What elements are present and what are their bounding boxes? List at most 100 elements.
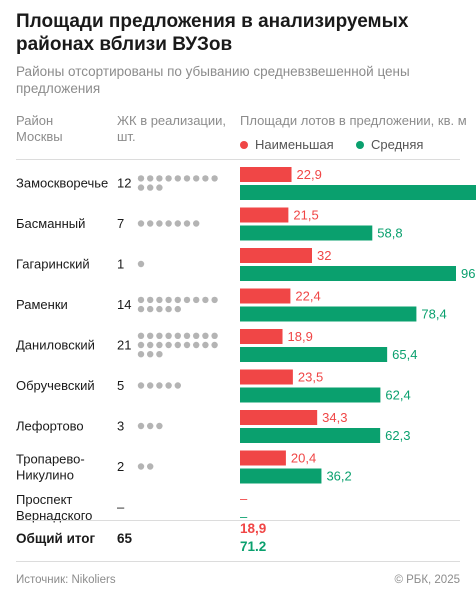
count-label: 3 bbox=[117, 419, 124, 434]
value-label-avg: 96 bbox=[461, 266, 475, 281]
project-dot bbox=[137, 382, 145, 389]
project-dot bbox=[147, 422, 154, 430]
count-label: 1 bbox=[117, 257, 124, 272]
project-dot bbox=[174, 332, 181, 339]
value-label-avg: 36,2 bbox=[326, 469, 351, 484]
value-label-avg: 62,3 bbox=[385, 428, 410, 443]
project-dot bbox=[183, 220, 191, 227]
project-dot bbox=[147, 463, 154, 470]
project-dot bbox=[156, 351, 163, 358]
project-dot bbox=[165, 332, 172, 339]
total-label: Общий итог bbox=[16, 531, 96, 546]
project-dot bbox=[211, 341, 218, 349]
project-dot bbox=[174, 175, 181, 182]
project-dot bbox=[156, 341, 163, 349]
project-dot bbox=[137, 184, 145, 191]
bar-min bbox=[240, 329, 283, 344]
project-dot bbox=[165, 341, 172, 349]
project-dot bbox=[183, 175, 191, 182]
value-label-avg: 78,4 bbox=[421, 307, 446, 322]
legend-item-avg: Средняя bbox=[356, 137, 423, 152]
district-label: Вернадского bbox=[16, 508, 92, 523]
project-dot bbox=[174, 382, 181, 389]
project-dot bbox=[137, 296, 145, 304]
project-dot bbox=[156, 305, 163, 313]
project-dot bbox=[137, 260, 145, 268]
footer-divider bbox=[16, 561, 460, 562]
project-dot bbox=[156, 382, 163, 389]
project-dot bbox=[165, 175, 172, 182]
value-label-min: 32 bbox=[317, 248, 331, 263]
count-label: 14 bbox=[117, 297, 131, 312]
value-label-avg: 65,4 bbox=[392, 347, 417, 362]
value-label-min: 34,3 bbox=[322, 410, 347, 425]
total-divider bbox=[16, 520, 460, 521]
project-dot bbox=[165, 305, 172, 313]
bar-min bbox=[240, 248, 312, 263]
project-dot bbox=[147, 175, 154, 182]
project-dot bbox=[165, 220, 172, 227]
value-label-avg: 62,4 bbox=[385, 388, 410, 403]
total-avg: 71.2 bbox=[240, 539, 266, 554]
bar-avg bbox=[240, 185, 476, 200]
project-dot bbox=[202, 296, 209, 304]
project-dot bbox=[211, 332, 218, 339]
project-dot bbox=[137, 175, 145, 182]
legend-label-min: Наименьшая bbox=[255, 137, 334, 152]
project-dot bbox=[202, 341, 209, 349]
district-label: Проспект bbox=[16, 492, 72, 507]
bar-avg bbox=[240, 225, 373, 241]
project-dot bbox=[174, 220, 181, 227]
legend-label-avg: Средняя bbox=[371, 137, 424, 152]
project-dot bbox=[156, 422, 163, 430]
project-dot bbox=[183, 341, 191, 349]
project-dot bbox=[193, 175, 200, 182]
legend-item-min: Наименьшая bbox=[240, 137, 334, 152]
project-dot bbox=[156, 332, 163, 339]
value-label-min: 18,9 bbox=[288, 329, 313, 344]
project-dot bbox=[165, 296, 172, 304]
project-dot bbox=[211, 175, 218, 182]
bar-min bbox=[240, 369, 293, 385]
project-dot bbox=[147, 382, 154, 389]
value-label-min: 22,9 bbox=[297, 167, 322, 182]
bar-avg bbox=[240, 347, 388, 362]
project-dot bbox=[147, 296, 154, 304]
count-label: – bbox=[117, 500, 125, 515]
project-dot bbox=[147, 332, 154, 339]
legend-swatch-avg bbox=[356, 140, 364, 149]
column-header-district: Район Москвы bbox=[16, 113, 63, 144]
district-label: Никулино bbox=[16, 468, 74, 483]
value-label-min: 21,5 bbox=[293, 208, 318, 223]
project-dot bbox=[137, 305, 145, 313]
project-dot bbox=[137, 351, 145, 358]
total-count: 65 bbox=[117, 531, 133, 546]
count-label: 2 bbox=[117, 459, 124, 474]
project-dot bbox=[147, 184, 154, 191]
project-dot bbox=[147, 341, 154, 349]
value-label-min: 22,4 bbox=[295, 289, 320, 304]
count-label: 21 bbox=[117, 338, 131, 353]
project-dot bbox=[174, 305, 181, 313]
count-label: 12 bbox=[117, 176, 131, 191]
bar-avg bbox=[240, 387, 381, 403]
project-dot bbox=[202, 175, 209, 182]
project-dot bbox=[156, 296, 163, 304]
bar-avg bbox=[240, 266, 456, 281]
value-label-min: 20,4 bbox=[291, 451, 316, 466]
project-dot bbox=[156, 175, 163, 182]
project-dot bbox=[183, 332, 191, 339]
project-dot bbox=[137, 220, 145, 227]
value-label-min: – bbox=[240, 491, 248, 506]
legend-swatch-min bbox=[240, 140, 248, 149]
bar-avg bbox=[240, 306, 417, 322]
project-dot bbox=[165, 382, 172, 389]
project-dot bbox=[137, 341, 145, 349]
district-label: Замоскворечье bbox=[16, 176, 108, 191]
project-dot bbox=[174, 341, 181, 349]
project-dot bbox=[193, 220, 200, 227]
district-label: Раменки bbox=[16, 297, 68, 312]
district-label: Тропарево- bbox=[16, 452, 85, 467]
bar-avg bbox=[240, 428, 381, 443]
